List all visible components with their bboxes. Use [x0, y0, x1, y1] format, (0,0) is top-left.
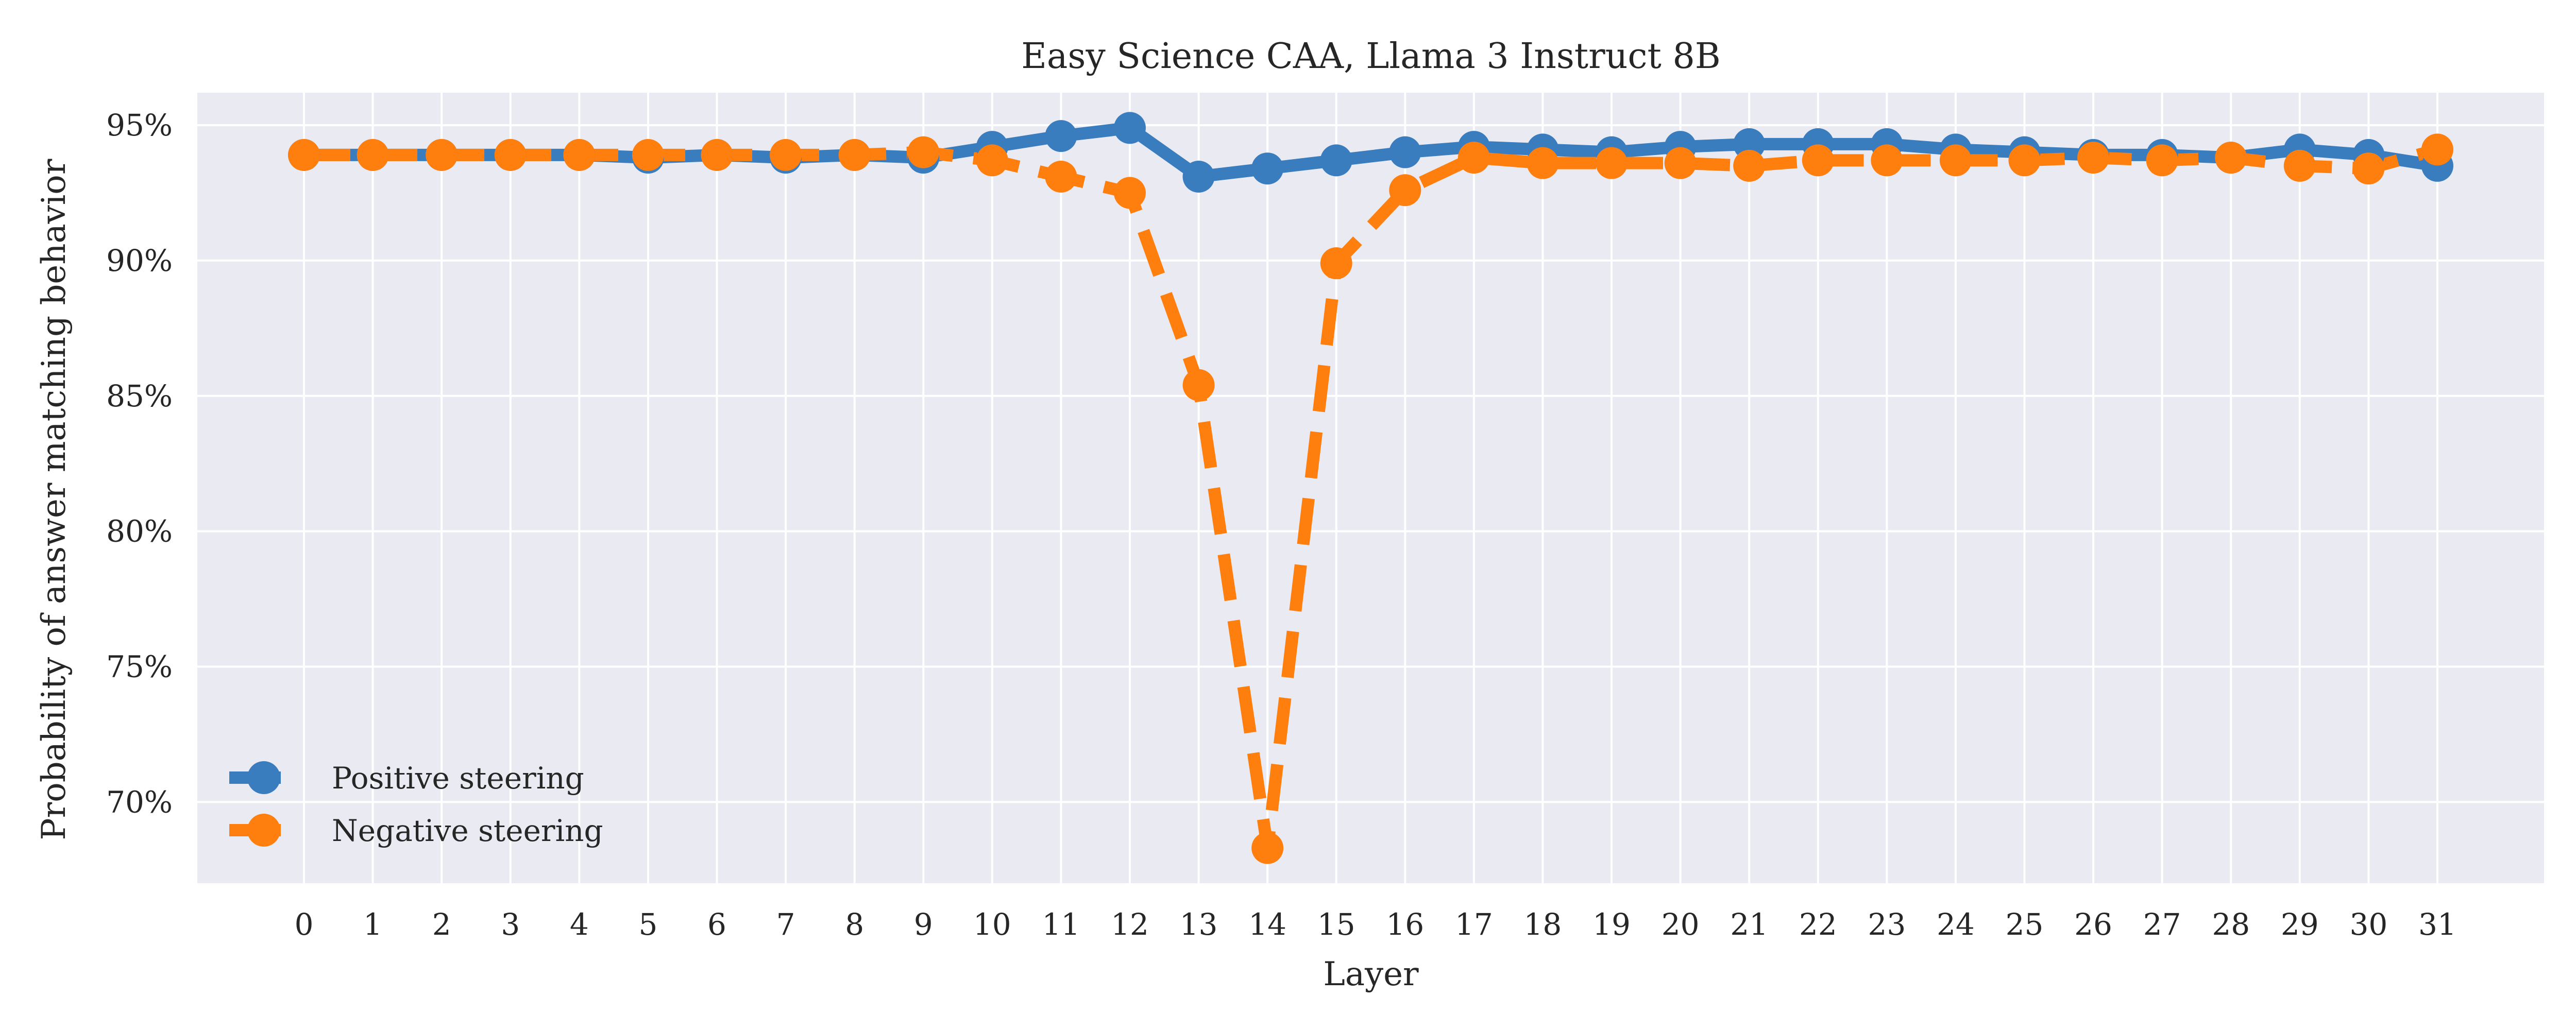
- x-tick-label: 2: [432, 907, 451, 942]
- data-point-negative: [426, 139, 458, 171]
- data-point-positive: [1251, 152, 1284, 185]
- x-tick-label: 0: [295, 907, 314, 942]
- legend-marker-positive: [247, 761, 280, 794]
- legend-label-positive: Positive steering: [332, 761, 584, 796]
- data-point-negative: [1251, 832, 1284, 864]
- x-tick-label: 15: [1317, 907, 1355, 942]
- data-point-negative: [701, 139, 733, 171]
- x-tick-label: 19: [1592, 907, 1631, 942]
- x-tick-label: 17: [1455, 907, 1493, 942]
- x-tick-label: 13: [1180, 907, 1218, 942]
- data-point-negative: [1733, 149, 1766, 182]
- data-point-positive: [1320, 144, 1352, 177]
- data-point-negative: [976, 144, 1008, 177]
- data-point-negative: [770, 139, 802, 171]
- x-tick-label: 27: [2143, 907, 2181, 942]
- data-point-positive: [1045, 120, 1077, 152]
- data-point-positive: [1182, 160, 1215, 193]
- x-tick-label: 9: [914, 907, 933, 942]
- x-tick-label: 3: [501, 907, 520, 942]
- data-point-negative: [1596, 147, 1628, 179]
- x-tick-label: 11: [1042, 907, 1080, 942]
- y-tick-label: 75%: [106, 649, 173, 684]
- data-point-negative: [2352, 152, 2385, 185]
- legend: Positive steering Negative steering: [229, 761, 603, 848]
- data-point-negative: [2283, 149, 2316, 182]
- data-point-negative: [1182, 369, 1215, 401]
- x-tick-label: 12: [1111, 907, 1149, 942]
- data-point-negative: [494, 139, 527, 171]
- x-tick-label: 31: [2418, 907, 2456, 942]
- data-point-negative: [288, 139, 320, 171]
- grid: [197, 93, 2544, 883]
- data-point-negative: [1045, 160, 1077, 193]
- data-point-negative: [1664, 147, 1697, 179]
- x-tick-label: 25: [2006, 907, 2044, 942]
- data-point-negative: [2215, 142, 2247, 174]
- y-tick-label: 90%: [106, 243, 173, 278]
- x-tick-label: 5: [638, 907, 657, 942]
- data-point-negative: [563, 139, 596, 171]
- x-tick-label: 29: [2281, 907, 2319, 942]
- x-tick-label: 23: [1868, 907, 1906, 942]
- data-point-negative: [2421, 133, 2453, 166]
- series-markers: [288, 112, 2453, 864]
- x-tick-label: 30: [2349, 907, 2387, 942]
- legend-marker-negative: [247, 814, 280, 847]
- chart-title: Easy Science CAA, Llama 3 Instruct 8B: [1021, 36, 1720, 77]
- x-tick-label: 21: [1730, 907, 1768, 942]
- legend-label-negative: Negative steering: [332, 813, 603, 848]
- data-point-negative: [2077, 142, 2110, 174]
- data-point-negative: [1458, 142, 1490, 174]
- x-tick-label: 20: [1662, 907, 1700, 942]
- x-tick-label: 18: [1524, 907, 1562, 942]
- data-point-positive: [1389, 136, 1421, 168]
- y-tick-label: 80%: [106, 514, 173, 549]
- y-axis-label: Probability of answer matching behavior: [35, 159, 73, 840]
- data-point-negative: [1113, 177, 1146, 209]
- x-tick-label: 22: [1799, 907, 1837, 942]
- data-point-negative: [1802, 144, 1834, 177]
- data-point-negative: [1939, 144, 1972, 177]
- data-point-negative: [1527, 147, 1559, 179]
- data-point-negative: [2146, 144, 2178, 177]
- x-tick-label: 10: [973, 907, 1011, 942]
- x-tick-label: 7: [776, 907, 795, 942]
- x-tick-label: 16: [1386, 907, 1424, 942]
- data-point-negative: [907, 136, 940, 168]
- data-point-negative: [632, 139, 664, 171]
- x-tick-label: 28: [2212, 907, 2250, 942]
- x-tick-label: 14: [1248, 907, 1286, 942]
- x-axis-label: Layer: [1323, 955, 1419, 993]
- axis-ticks: 0 1 2 3 4 5 6 7 8 9 10 11 12 13 14 15 16 17 18 19 20 21 22 23 24…: [106, 108, 2456, 942]
- x-tick-label: 26: [2074, 907, 2112, 942]
- data-point-positive: [1113, 112, 1146, 144]
- y-tick-label: 70%: [106, 784, 173, 819]
- x-tick-label: 24: [1937, 907, 1975, 942]
- x-tick-label: 6: [707, 907, 726, 942]
- x-tick-label: 1: [363, 907, 382, 942]
- data-point-negative: [1320, 247, 1352, 280]
- x-tick-label: 4: [570, 907, 589, 942]
- data-point-negative: [838, 139, 871, 171]
- data-point-negative: [1389, 174, 1421, 207]
- data-point-negative: [1871, 144, 1903, 177]
- data-point-negative: [357, 139, 389, 171]
- y-tick-label: 85%: [106, 379, 173, 414]
- data-point-negative: [2008, 144, 2041, 177]
- y-tick-label: 95%: [106, 108, 173, 143]
- x-tick-label: 8: [845, 907, 864, 942]
